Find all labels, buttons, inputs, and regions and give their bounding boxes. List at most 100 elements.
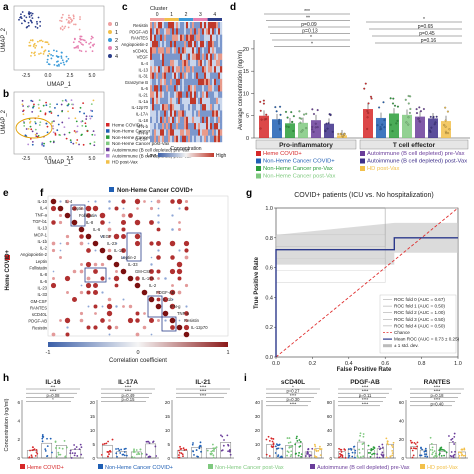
colorbar-title: Concentration	[170, 146, 201, 152]
data-point	[380, 128, 383, 131]
heatmap-row-label: VEGF	[137, 55, 149, 60]
heatmap-cell	[212, 22, 215, 29]
umap-point	[49, 103, 52, 106]
corr-dot	[149, 318, 154, 323]
data-point	[192, 442, 194, 444]
heatmap-cell	[212, 53, 215, 61]
data-point	[438, 453, 441, 456]
heatmap-cell	[204, 97, 207, 105]
corr-dot	[93, 262, 98, 267]
data-point	[340, 451, 343, 453]
corr-dot	[184, 318, 189, 323]
sig-label: ****	[200, 393, 207, 398]
heatmap-cell	[162, 22, 165, 29]
data-point	[316, 126, 319, 129]
heatmap-cell	[192, 110, 195, 117]
heatmap-cell	[220, 97, 223, 105]
umap-point	[73, 23, 75, 26]
f-diag-label: PDGF-AB	[156, 290, 175, 295]
umap-point	[73, 38, 76, 41]
heatmap-cell	[158, 110, 161, 117]
corr-dot	[92, 240, 99, 247]
umap-point	[67, 26, 70, 29]
umap-point	[21, 11, 24, 13]
heatmap-cell	[212, 104, 215, 111]
y-tick-label: 60	[399, 400, 405, 405]
heatmap-cell	[154, 116, 157, 124]
legend-label: 3	[115, 46, 118, 52]
data-point	[461, 448, 463, 451]
cluster-number: 4	[213, 12, 216, 18]
e-row-label: PDGF-AB	[28, 319, 47, 324]
data-point	[34, 454, 37, 457]
corr-dot	[108, 207, 111, 210]
heatmap-row-label: IL-18	[138, 118, 148, 123]
umap-a-points	[18, 11, 96, 67]
umap-point	[55, 50, 58, 53]
data-point	[407, 116, 410, 119]
heatmap-cell	[160, 123, 163, 130]
f-title-marker	[109, 187, 114, 192]
sig-label: p=0.15	[122, 397, 136, 402]
heatmap-row-label: RANTES	[131, 36, 148, 41]
legend-swatch	[256, 173, 261, 179]
data-point	[69, 449, 72, 452]
sig-label: *	[311, 42, 313, 48]
data-point	[452, 456, 455, 459]
data-point	[338, 456, 341, 459]
heatmap-cell	[172, 66, 175, 73]
heatmap-cell	[164, 47, 167, 54]
heatmap-cell	[180, 66, 183, 73]
heatmap-cell	[202, 22, 205, 29]
data-point	[80, 453, 83, 456]
heatmap-cell	[158, 85, 161, 92]
heatmap-cell	[158, 78, 161, 86]
heatmap-cell	[194, 22, 197, 29]
data-point	[75, 446, 78, 448]
heatmap-cell	[176, 47, 179, 54]
data-point	[286, 116, 289, 119]
corr-dot	[136, 207, 139, 210]
data-point	[339, 452, 341, 455]
e-row-label: IL-10	[37, 199, 47, 204]
y-tick-label: 20	[90, 400, 96, 405]
corr-dot	[79, 311, 84, 316]
bar-outline	[266, 444, 274, 459]
heatmap-row-label: G-CSF	[135, 137, 148, 142]
corr-dot	[156, 297, 161, 302]
heatmap-cell	[168, 47, 171, 54]
heatmap-cell	[188, 53, 191, 61]
data-point	[198, 447, 201, 450]
heatmap-cell	[216, 110, 219, 117]
heatmap-cell	[154, 97, 157, 105]
umap-point	[38, 39, 41, 42]
data-point	[268, 439, 271, 442]
heatmap-cell	[184, 28, 187, 35]
sig-label: p=0.65	[418, 24, 434, 30]
legend-label: Non-Heme Cancer pre-Vax	[263, 166, 333, 172]
corr-dot	[115, 242, 118, 245]
heatmap-cell	[206, 135, 209, 143]
data-point	[464, 454, 467, 457]
data-point	[108, 453, 110, 455]
heatmap-cell	[182, 53, 185, 61]
heatmap-cell	[206, 85, 209, 92]
data-point	[451, 437, 454, 440]
umap-point	[25, 128, 28, 130]
data-point	[133, 449, 135, 452]
bottom-legend: Heme COVID+ Non-Heme Cancer COVID+ Non-Hem…	[20, 464, 458, 471]
heatmap-cell	[210, 104, 213, 111]
panel-d-legend: Heme COVID+Non-Heme Cancer COVID+Non-Hem…	[256, 151, 467, 180]
heatmap-cell	[168, 53, 171, 61]
umap-point	[71, 107, 74, 110]
data-point	[290, 450, 293, 453]
heatmap-cell	[188, 34, 191, 42]
heatmap-cell	[188, 59, 191, 67]
heatmap-cell	[216, 91, 219, 98]
heatmap-cell	[160, 40, 163, 48]
heatmap-cell	[170, 91, 173, 98]
data-point	[272, 445, 275, 448]
umap-point	[79, 35, 82, 38]
group-label-pro: Pro-inflammatory	[279, 142, 333, 149]
panel-b-letter: b	[3, 89, 9, 100]
